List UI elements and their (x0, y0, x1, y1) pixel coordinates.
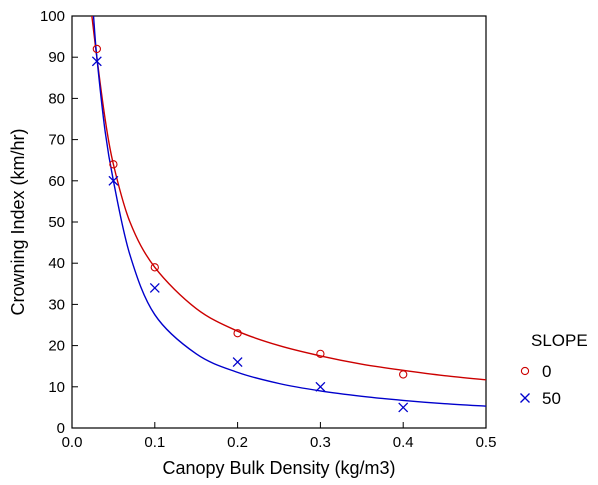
legend-label-series-0: 0 (542, 362, 551, 381)
x-tick-label: 0.2 (227, 434, 248, 451)
plot-frame (71, 15, 487, 429)
fit-curve-series-1 (92, 16, 486, 407)
legend: SLOPE 0 50 (520, 331, 588, 408)
y-axis: 0 10 20 30 40 50 60 70 80 90 100 (40, 8, 78, 437)
data-point-series-0 (150, 263, 159, 272)
y-tick-label: 100 (40, 8, 65, 25)
legend-marker-series-0 (520, 366, 530, 376)
y-axis-title: Crowning Index (km/hr) (8, 128, 28, 315)
data-markers (91, 44, 409, 413)
y-tick-label: 50 (48, 214, 65, 231)
x-axis: 0.0 0.1 0.2 0.3 0.4 0.5 (62, 422, 497, 451)
data-point-series-1 (315, 381, 326, 392)
fit-curve-series-0 (91, 16, 486, 381)
x-tick-label: 0.3 (310, 434, 331, 451)
legend-marker-series-1 (520, 393, 530, 403)
y-tick-label: 40 (48, 255, 65, 272)
data-point-series-1 (149, 282, 160, 293)
fit-curves (91, 16, 486, 407)
y-tick-label: 30 (48, 296, 65, 313)
data-point-series-0 (316, 349, 325, 358)
x-tick-label: 0.5 (476, 434, 497, 451)
data-point-series-0 (399, 370, 408, 379)
plot-area (71, 15, 487, 429)
y-tick-label: 70 (48, 132, 65, 149)
y-tick-label: 90 (48, 49, 65, 66)
data-point-series-0 (233, 329, 242, 338)
data-point-series-1 (232, 357, 243, 368)
data-point-series-0 (92, 44, 101, 54)
data-point-series-1 (91, 56, 102, 67)
data-point-series-1 (108, 175, 119, 186)
y-tick-label: 80 (48, 90, 65, 107)
y-tick-label: 10 (48, 379, 65, 396)
x-axis-title: Canopy Bulk Density (kg/m3) (162, 458, 395, 478)
x-tick-label: 0.4 (393, 434, 414, 451)
y-tick-label: 60 (48, 173, 65, 190)
y-tick-label: 20 (48, 338, 65, 355)
y-tick-label: 0 (57, 420, 65, 437)
x-tick-label: 0.1 (144, 434, 165, 451)
legend-title: SLOPE (531, 331, 588, 350)
x-tick-label: 0.0 (62, 434, 83, 451)
data-point-series-1 (398, 402, 409, 413)
legend-label-series-1: 50 (542, 389, 561, 408)
data-point-series-0 (109, 160, 118, 169)
